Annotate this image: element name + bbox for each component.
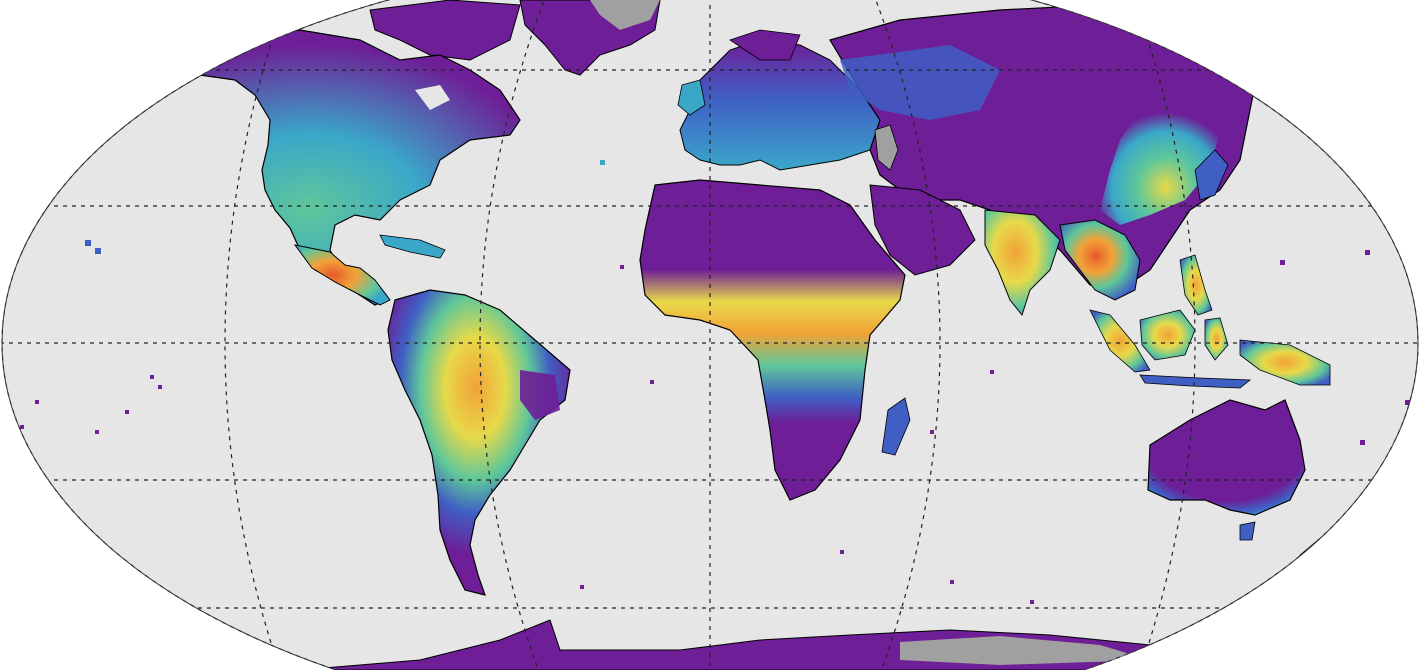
land-arabia [869, 184, 976, 276]
land-sulawesi [1204, 317, 1229, 361]
meridian-120e [1119, 0, 1196, 670]
land-india [984, 209, 1061, 317]
land-south-america [387, 289, 571, 596]
land-caribbean [379, 234, 446, 259]
no-data-greenland [590, 0, 660, 30]
land-british-isles [677, 79, 706, 116]
no-data-antarctica [900, 636, 1150, 665]
land-arctic-islands [369, 0, 521, 61]
land-southeast-asia [1059, 219, 1141, 301]
land-new-guinea [1239, 339, 1331, 386]
land-philippines [1179, 254, 1213, 316]
meridian-120w [224, 0, 301, 670]
land-africa [639, 179, 906, 501]
land-borneo [1139, 309, 1196, 361]
land-japan [1194, 149, 1229, 201]
land-tasmania [1239, 521, 1256, 541]
land-europe [679, 39, 881, 171]
land-australia [1147, 399, 1306, 516]
land-central-america [293, 244, 391, 306]
land-madagascar [881, 397, 911, 456]
land-sumatra [1089, 309, 1151, 373]
no-data-caspian [874, 124, 899, 171]
land-java [1139, 374, 1252, 389]
